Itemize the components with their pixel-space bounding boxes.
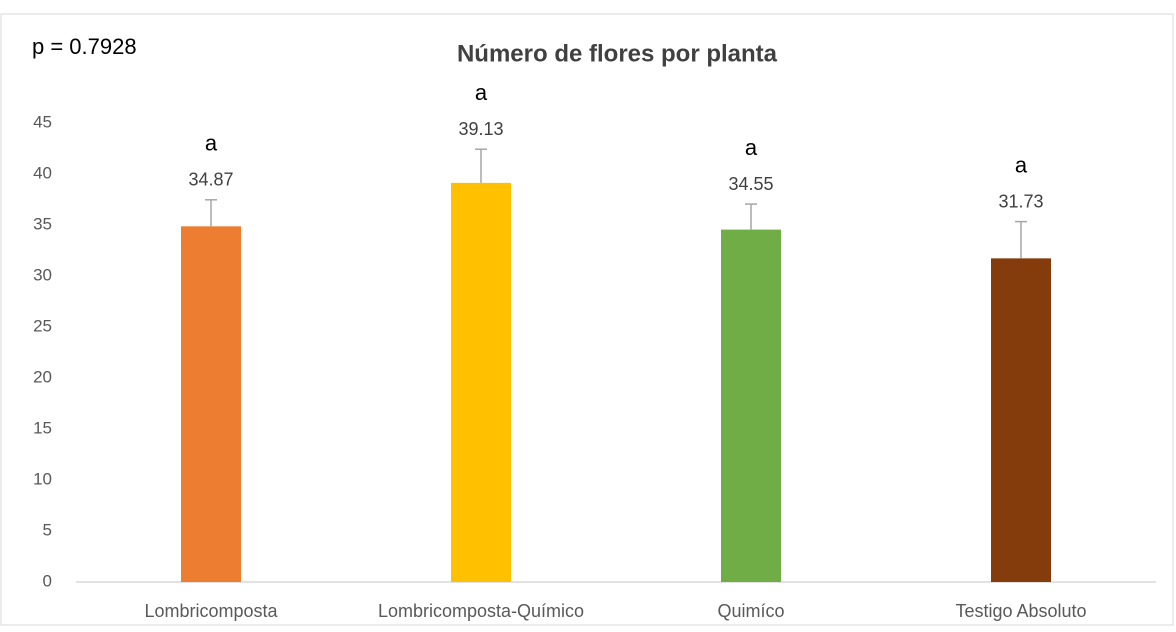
chart-title: Número de flores por planta — [457, 40, 778, 67]
error-bar — [205, 199, 217, 227]
error-bar — [1015, 220, 1027, 259]
bar — [451, 182, 511, 582]
bar — [181, 226, 241, 583]
x-tick-label: Lombricomposta-Químico — [378, 601, 584, 621]
y-tick-label: 25 — [33, 316, 52, 335]
y-tick-label: 40 — [33, 163, 52, 182]
data-label: 39.13 — [458, 119, 503, 139]
bar — [721, 229, 781, 582]
y-tick-label: 0 — [43, 571, 52, 590]
data-label: 34.55 — [728, 174, 773, 194]
y-tick-label: 45 — [33, 112, 52, 131]
y-tick-label: 30 — [33, 265, 52, 284]
y-tick-label: 5 — [43, 520, 52, 539]
p-value: p = 0.7928 — [32, 34, 137, 59]
significance-letter: a — [205, 131, 218, 156]
bar — [991, 258, 1051, 582]
data-label: 34.87 — [188, 170, 233, 190]
y-tick-label: 10 — [33, 469, 52, 488]
significance-letter: a — [475, 80, 488, 105]
x-tick-label: Lombricomposta — [144, 601, 278, 621]
y-tick-label: 35 — [33, 214, 52, 233]
significance-letter: a — [1015, 152, 1028, 177]
y-tick-label: 15 — [33, 418, 52, 437]
y-tick-label: 20 — [33, 367, 52, 386]
error-bar — [745, 203, 757, 230]
x-tick-label: Quimíco — [717, 601, 784, 621]
significance-letter: a — [745, 135, 758, 160]
x-tick-label: Testigo Absoluto — [955, 601, 1086, 621]
error-bar — [475, 148, 487, 183]
data-label: 31.73 — [998, 191, 1043, 211]
